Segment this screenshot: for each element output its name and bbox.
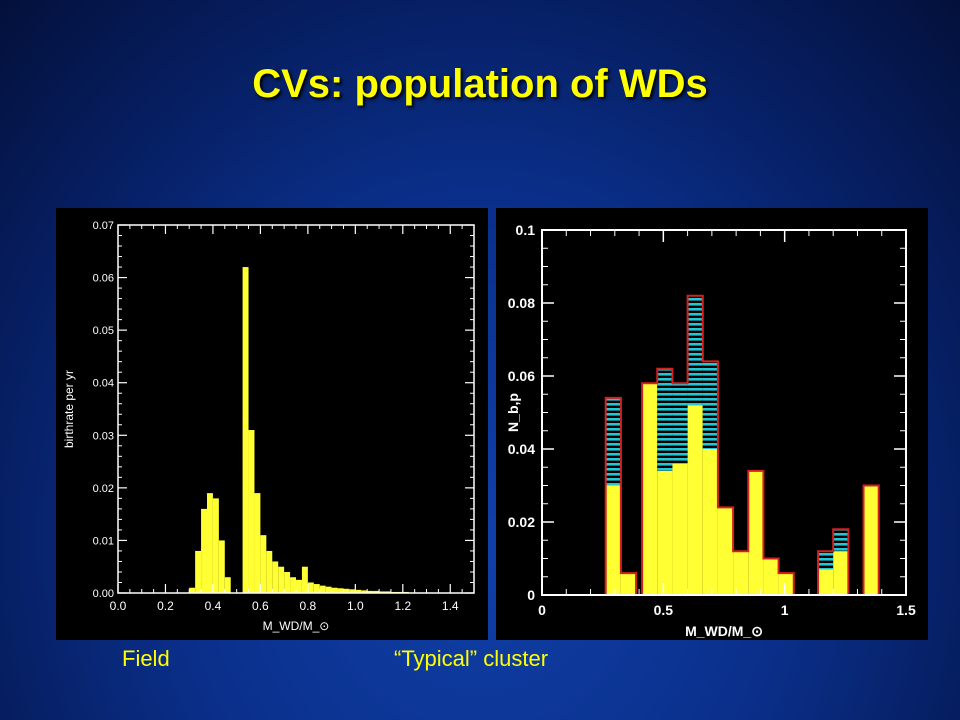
cluster-bar [687, 405, 703, 595]
field-ytick-label: 0.03 [93, 430, 114, 442]
cluster-bar [620, 573, 637, 595]
cluster-xaxis-label: M_WD/M_⊙ [685, 623, 763, 639]
cluster-xtick-label: 0.5 [654, 602, 674, 618]
cluster-bar [833, 551, 849, 595]
field-bar [385, 591, 391, 593]
field-ytick-label: 0.01 [93, 535, 114, 547]
field-bar [195, 550, 202, 593]
cluster-bar [818, 569, 834, 595]
field-bar [189, 587, 196, 593]
field-bar [224, 577, 231, 593]
cluster-hatched-bar [672, 383, 688, 464]
cluster-ytick-label: 0.1 [516, 222, 536, 238]
cluster-ytick-label: 0.02 [508, 514, 535, 530]
cluster-hatched-bar [657, 368, 673, 471]
cluster-hatched-bar [818, 551, 834, 570]
field-birthrate-histogram: 0.00 0.01 0.02 0.03 0.04 0.05 0.06 0.07 0.0 0.2 0.… [62, 220, 475, 633]
cluster-hatched-bar [605, 397, 621, 486]
cluster-bar [733, 551, 749, 595]
cluster-yaxis-label: N_b,p [505, 393, 521, 432]
field-xaxis-label: M_WD/M_⊙ [263, 619, 330, 633]
field-bar [343, 588, 350, 593]
cluster-bar [672, 463, 688, 595]
field-xtick-label: 0.6 [252, 599, 269, 613]
field-bar [212, 498, 219, 593]
field-bar [331, 587, 338, 593]
cluster-bar [717, 507, 734, 595]
field-bar [260, 535, 267, 593]
cluster-bar [778, 573, 794, 595]
field-yaxis-label: birthrate per yr [62, 370, 76, 448]
field-bar [307, 582, 314, 593]
field-chart-panel: 0.00 0.01 0.02 0.03 0.04 0.05 0.06 0.07 0.0 0.2 0.… [56, 208, 488, 640]
cluster-bar [763, 558, 779, 595]
field-plot-frame [117, 224, 475, 594]
field-bar [272, 561, 279, 593]
field-bar [296, 579, 302, 593]
field-xtick-label: 0.4 [205, 599, 222, 613]
field-bar [361, 590, 368, 593]
field-xtick-label: 0.8 [300, 599, 317, 613]
cluster-hatched-bar [702, 361, 718, 449]
cluster-ytick-label: 0.08 [508, 295, 535, 311]
cluster-bar [702, 449, 718, 595]
field-xtick-label: 0.2 [157, 599, 174, 613]
field-ytick-label: 0.00 [93, 588, 114, 600]
field-xtick-label: 1.0 [347, 599, 364, 613]
field-bar [313, 584, 320, 593]
cluster-xtick-label: 1 [781, 602, 789, 618]
field-bar [319, 585, 326, 593]
field-bar [278, 566, 285, 593]
field-bar [337, 588, 344, 593]
cluster-hatched-bar [687, 295, 703, 406]
field-bar [325, 586, 332, 593]
cluster-bar [605, 485, 621, 595]
cluster-bar [657, 470, 673, 595]
field-bar [254, 493, 261, 593]
field-bar [349, 589, 356, 593]
cluster-bar [863, 485, 879, 595]
field-ytick-label: 0.04 [93, 378, 114, 390]
cluster-xtick-label: 0 [538, 602, 546, 618]
field-bar [379, 591, 385, 593]
field-bar [290, 577, 296, 593]
cluster-xtick-label: 1.5 [896, 602, 916, 618]
field-bar [266, 550, 273, 593]
field-bar [355, 589, 362, 593]
cluster-ytick-label: 0 [527, 587, 535, 603]
cluster-hatched-bar [833, 529, 849, 552]
field-bar [242, 267, 249, 593]
field-bar [218, 540, 225, 593]
field-caption: Field [122, 646, 170, 671]
field-xtick-label: 0.0 [110, 599, 127, 613]
cluster-bar [748, 470, 764, 595]
field-bar [201, 508, 207, 593]
field-ytick-label: 0.02 [93, 483, 114, 495]
field-ytick-label: 0.06 [93, 273, 114, 285]
field-bar [207, 493, 213, 593]
slide-title: CVs: population of WDs [252, 62, 708, 106]
cluster-ytick-label: 0.06 [508, 368, 535, 384]
cluster-ytick-label: 0.04 [508, 441, 535, 457]
cluster-bar [642, 383, 658, 595]
field-xtick-label: 1.4 [442, 599, 459, 613]
field-bar [248, 430, 255, 593]
field-xtick-label: 1.2 [394, 599, 411, 613]
cluster-histogram: 0 0.02 0.04 0.06 0.08 0.1 0 0.5 1 1.5 M_WD/M_⊙ N_b,… [505, 222, 916, 639]
field-ytick-label: 0.05 [93, 325, 114, 337]
field-bar [301, 566, 308, 593]
field-bar [284, 571, 291, 593]
field-bar [373, 590, 380, 593]
field-bar [367, 590, 374, 593]
field-ytick-label: 0.07 [93, 220, 114, 232]
cluster-chart-panel: 0 0.02 0.04 0.06 0.08 0.1 0 0.5 1 1.5 M_WD/M_⊙ N_b,… [496, 208, 928, 640]
cluster-caption: “Typical” cluster [394, 646, 549, 671]
